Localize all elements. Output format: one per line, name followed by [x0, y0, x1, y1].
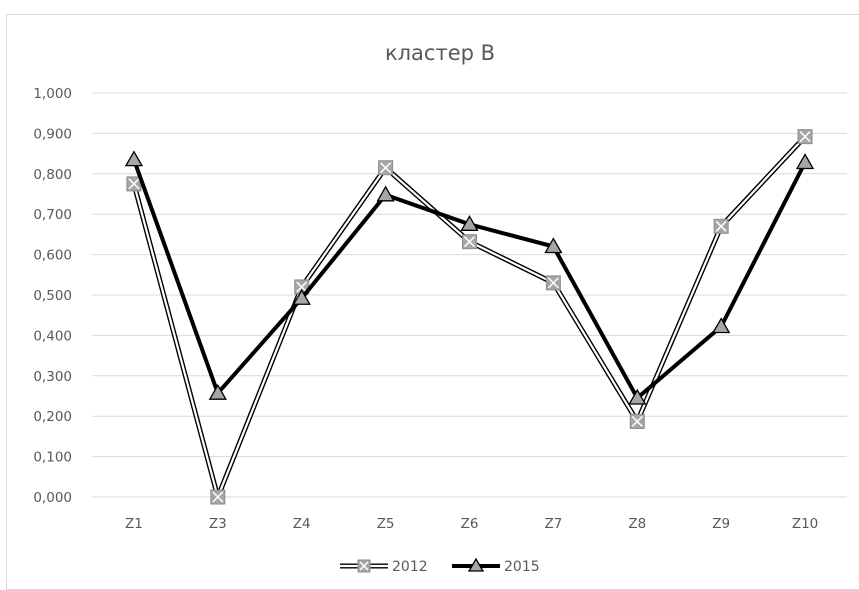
marker-triangle: [795, 153, 815, 170]
marker-cross: [296, 281, 308, 293]
y-tick-label: 0,600: [33, 248, 72, 264]
y-tick-label: 0,500: [33, 288, 72, 304]
y-axis-ticks: 0,000 0,100 0,200 0,300 0,400 0,500 0,600 0,700…: [33, 86, 72, 506]
y-tick-label: 0,700: [33, 207, 72, 223]
marker-triangle: [628, 388, 647, 405]
y-tick-label: 0,000: [33, 490, 72, 506]
series-2012: [126, 129, 813, 505]
point-2015: [795, 153, 815, 170]
marker-cross: [380, 162, 392, 174]
legend-label-2012: 2012: [392, 559, 428, 575]
y-tick-label: 0,200: [33, 409, 72, 425]
marker-cross: [463, 236, 476, 248]
point-2012: [462, 234, 477, 250]
marker-triangle: [467, 557, 485, 572]
series-layer: [124, 129, 815, 505]
chart-area: [6, 14, 859, 590]
y-tick-label: 0,900: [33, 126, 72, 142]
marker-triangle: [292, 288, 311, 305]
point-2015: [292, 288, 311, 305]
marker-cross: [715, 220, 727, 232]
marker-cross: [547, 277, 559, 289]
point-2012: [126, 176, 142, 192]
marker-cross: [212, 491, 224, 503]
marker-triangle: [124, 150, 144, 167]
x-tick-label: Z9: [712, 516, 730, 532]
series-2015-line: [132, 158, 807, 402]
marker-triangle: [376, 185, 395, 202]
x-tick-label: Z3: [209, 516, 227, 532]
y-tick-label: 0,300: [33, 369, 72, 385]
x-tick-label: Z4: [293, 516, 311, 532]
series-2012-line-outer: [131, 134, 807, 505]
point-2012: [797, 129, 813, 145]
marker-cross: [359, 561, 369, 571]
point-2015: [124, 150, 144, 167]
marker-triangle: [208, 383, 227, 400]
legend-item-2012: 2012: [340, 559, 428, 575]
x-tick-label: Z7: [544, 516, 562, 532]
series-2012-line-inner: [132, 135, 806, 501]
x-tick-label: Z6: [461, 516, 479, 532]
x-axis-ticks: Z1 Z3 Z4 Z5 Z6 Z7 Z8 Z9 Z10: [125, 516, 818, 532]
point-2012: [713, 218, 729, 234]
point-2015: [208, 383, 227, 400]
marker-triangle: [544, 237, 563, 254]
gridlines: [92, 92, 847, 498]
legend: 2012 2015: [340, 557, 540, 575]
x-tick-label: Z1: [125, 516, 143, 532]
x-tick-label: Z8: [628, 516, 646, 532]
marker-cross: [128, 178, 140, 190]
point-2015: [544, 237, 563, 254]
point-2012: [545, 275, 561, 291]
y-tick-label: 0,800: [33, 167, 72, 183]
x-tick-label: Z5: [377, 516, 395, 532]
marker-triangle: [712, 317, 731, 334]
legend-item-2015: 2015: [452, 557, 540, 575]
y-tick-label: 0,100: [33, 450, 72, 466]
series-2015: [124, 150, 815, 405]
point-2012: [210, 489, 226, 505]
y-tick-label: 1,000: [33, 86, 72, 102]
x-tick-label: Z10: [792, 516, 818, 532]
point-2015: [712, 317, 731, 334]
marker-cross: [799, 131, 811, 143]
point-2012: [378, 160, 394, 176]
legend-label-2015: 2015: [504, 559, 540, 575]
chart-title: кластер В: [385, 41, 495, 65]
marker-cross: [631, 415, 643, 427]
y-tick-label: 0,400: [33, 328, 72, 344]
point-2015: [460, 214, 479, 231]
marker-triangle: [460, 214, 479, 231]
point-2015: [628, 388, 647, 405]
point-2015: [376, 185, 395, 202]
point-2012: [629, 413, 645, 429]
